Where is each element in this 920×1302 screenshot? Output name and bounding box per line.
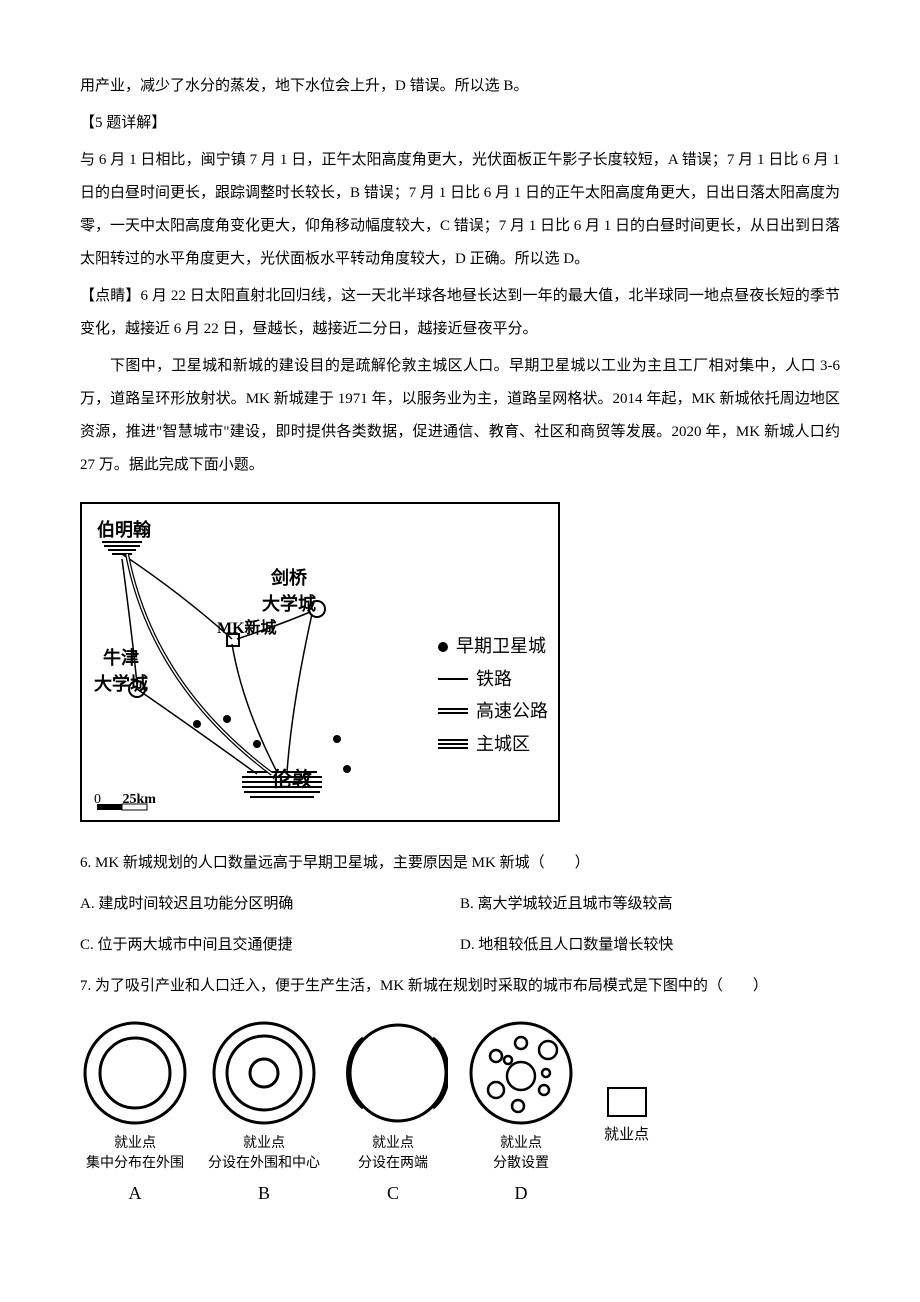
legend-satellite: 早期卫星城	[438, 630, 548, 662]
legend-rail-label: 铁路	[476, 663, 512, 695]
layout-b-diagram	[209, 1018, 319, 1128]
q6-options-2: C. 位于两大城市中间且交通便捷 D. 地租较低且人口数量增长较快	[80, 929, 840, 962]
paragraph-5: 下图中，卫星城和新城的建设目的是疏解伦敦主城区人口。早期卫星城以工业为主且工厂相…	[80, 350, 840, 482]
satellite-dot	[253, 740, 261, 748]
layout-a-letter: A	[129, 1183, 142, 1204]
legend-rail: 铁路	[438, 663, 548, 695]
cambridge-label: 剑桥 大学城	[262, 564, 316, 616]
layout-b-caption: 就业点 分设在外围和中心	[208, 1134, 320, 1173]
layout-d: 就业点 分散设置 D	[466, 1018, 576, 1204]
legend-highway-icon	[438, 708, 468, 714]
q6-option-a: A. 建成时间较迟且功能分区明确	[80, 888, 460, 921]
layout-legend-icon	[607, 1087, 647, 1117]
paragraph-4: 【点睛】6 月 22 日太阳直射北回归线，这一天北半球各地昼长达到一年的最大值，…	[80, 280, 840, 346]
layout-c-svg	[338, 1018, 448, 1128]
paragraph-1: 用产业，减少了水分的蒸发，地下水位会上升，D 错误。所以选 B。	[80, 70, 840, 103]
paragraph-3: 与 6 月 1 日相比，闽宁镇 7 月 1 日，正午太阳高度角更大，光伏面板正午…	[80, 144, 840, 276]
highway-line	[127, 554, 272, 774]
layout-a-svg	[80, 1018, 190, 1128]
satellite-dot	[193, 720, 201, 728]
map-box: 伯明翰 剑桥 大学城 MK新城 牛津 大学城 伦敦 早期卫星城 铁路 高速公路 …	[80, 502, 560, 822]
layout-c: 就业点 分设在两端 C	[338, 1018, 448, 1204]
highway-line	[127, 554, 272, 774]
layout-d-letter: D	[515, 1183, 528, 1204]
layout-c-letter: C	[387, 1183, 399, 1204]
map-figure: 伯明翰 剑桥 大学城 MK新城 牛津 大学城 伦敦 早期卫星城 铁路 高速公路 …	[80, 502, 840, 827]
legend-highway-label: 高速公路	[476, 695, 548, 727]
legend-line-icon	[438, 678, 468, 680]
q6-option-b: B. 离大学城较近且城市等级较高	[460, 888, 840, 921]
satellite-dot	[343, 765, 351, 773]
paragraph-2: 【5 题详解】	[80, 107, 840, 140]
q6-options-1: A. 建成时间较迟且功能分区明确 B. 离大学城较近且城市等级较高	[80, 888, 840, 921]
legend-main-label: 主城区	[476, 728, 530, 760]
layout-d-svg	[466, 1018, 576, 1128]
oxford-label: 牛津 大学城	[94, 644, 148, 696]
legend-main-icon	[438, 739, 468, 749]
layout-a: 就业点 集中分布在外围 A	[80, 1018, 190, 1204]
scale-value: 25km	[123, 792, 156, 807]
legend-dot-icon	[438, 642, 448, 652]
q6-stem: 6. MK 新城规划的人口数量远高于早期卫星城，主要原因是 MK 新城（ ）	[80, 847, 840, 880]
layout-b: 就业点 分设在外围和中心 B	[208, 1018, 320, 1204]
layout-d-caption: 就业点 分散设置	[493, 1134, 549, 1173]
layout-b-letter: B	[258, 1183, 270, 1204]
q6-option-d: D. 地租较低且人口数量增长较快	[460, 929, 840, 962]
scale-zero: 0	[94, 792, 101, 807]
birmingham-icon	[102, 542, 142, 554]
layout-legend-label: 就业点	[604, 1123, 649, 1144]
rail-line	[232, 644, 277, 772]
layout-d-diagram	[466, 1018, 576, 1128]
rail-line	[287, 614, 312, 772]
scale-bar: 0 25km	[94, 792, 156, 808]
map-legend: 早期卫星城 铁路 高速公路 主城区	[438, 630, 548, 760]
birmingham-label: 伯明翰	[97, 516, 151, 542]
legend-highway: 高速公路	[438, 695, 548, 727]
layout-c-caption: 就业点 分设在两端	[358, 1134, 428, 1173]
layout-a-diagram	[80, 1018, 190, 1128]
satellite-dot	[333, 735, 341, 743]
legend-satellite-label: 早期卫星城	[456, 630, 546, 662]
q7-stem: 7. 为了吸引产业和人口迁入，便于生产生活，MK 新城在规划时采取的城市布局模式…	[80, 970, 840, 1003]
layout-row: 就业点 集中分布在外围 A 就业点 分设在外围和中心 B 就业点 分设在两端 C	[80, 1018, 840, 1204]
layout-c-diagram	[338, 1018, 448, 1128]
layout-b-svg	[209, 1018, 319, 1128]
london-label: 伦敦	[272, 763, 312, 792]
legend-main: 主城区	[438, 728, 548, 760]
q6-option-c: C. 位于两大城市中间且交通便捷	[80, 929, 460, 962]
mk-label: MK新城	[217, 614, 277, 638]
satellite-dot	[223, 715, 231, 723]
layout-legend: 就业点	[604, 1087, 649, 1204]
layout-a-caption: 就业点 集中分布在外围	[86, 1134, 184, 1173]
